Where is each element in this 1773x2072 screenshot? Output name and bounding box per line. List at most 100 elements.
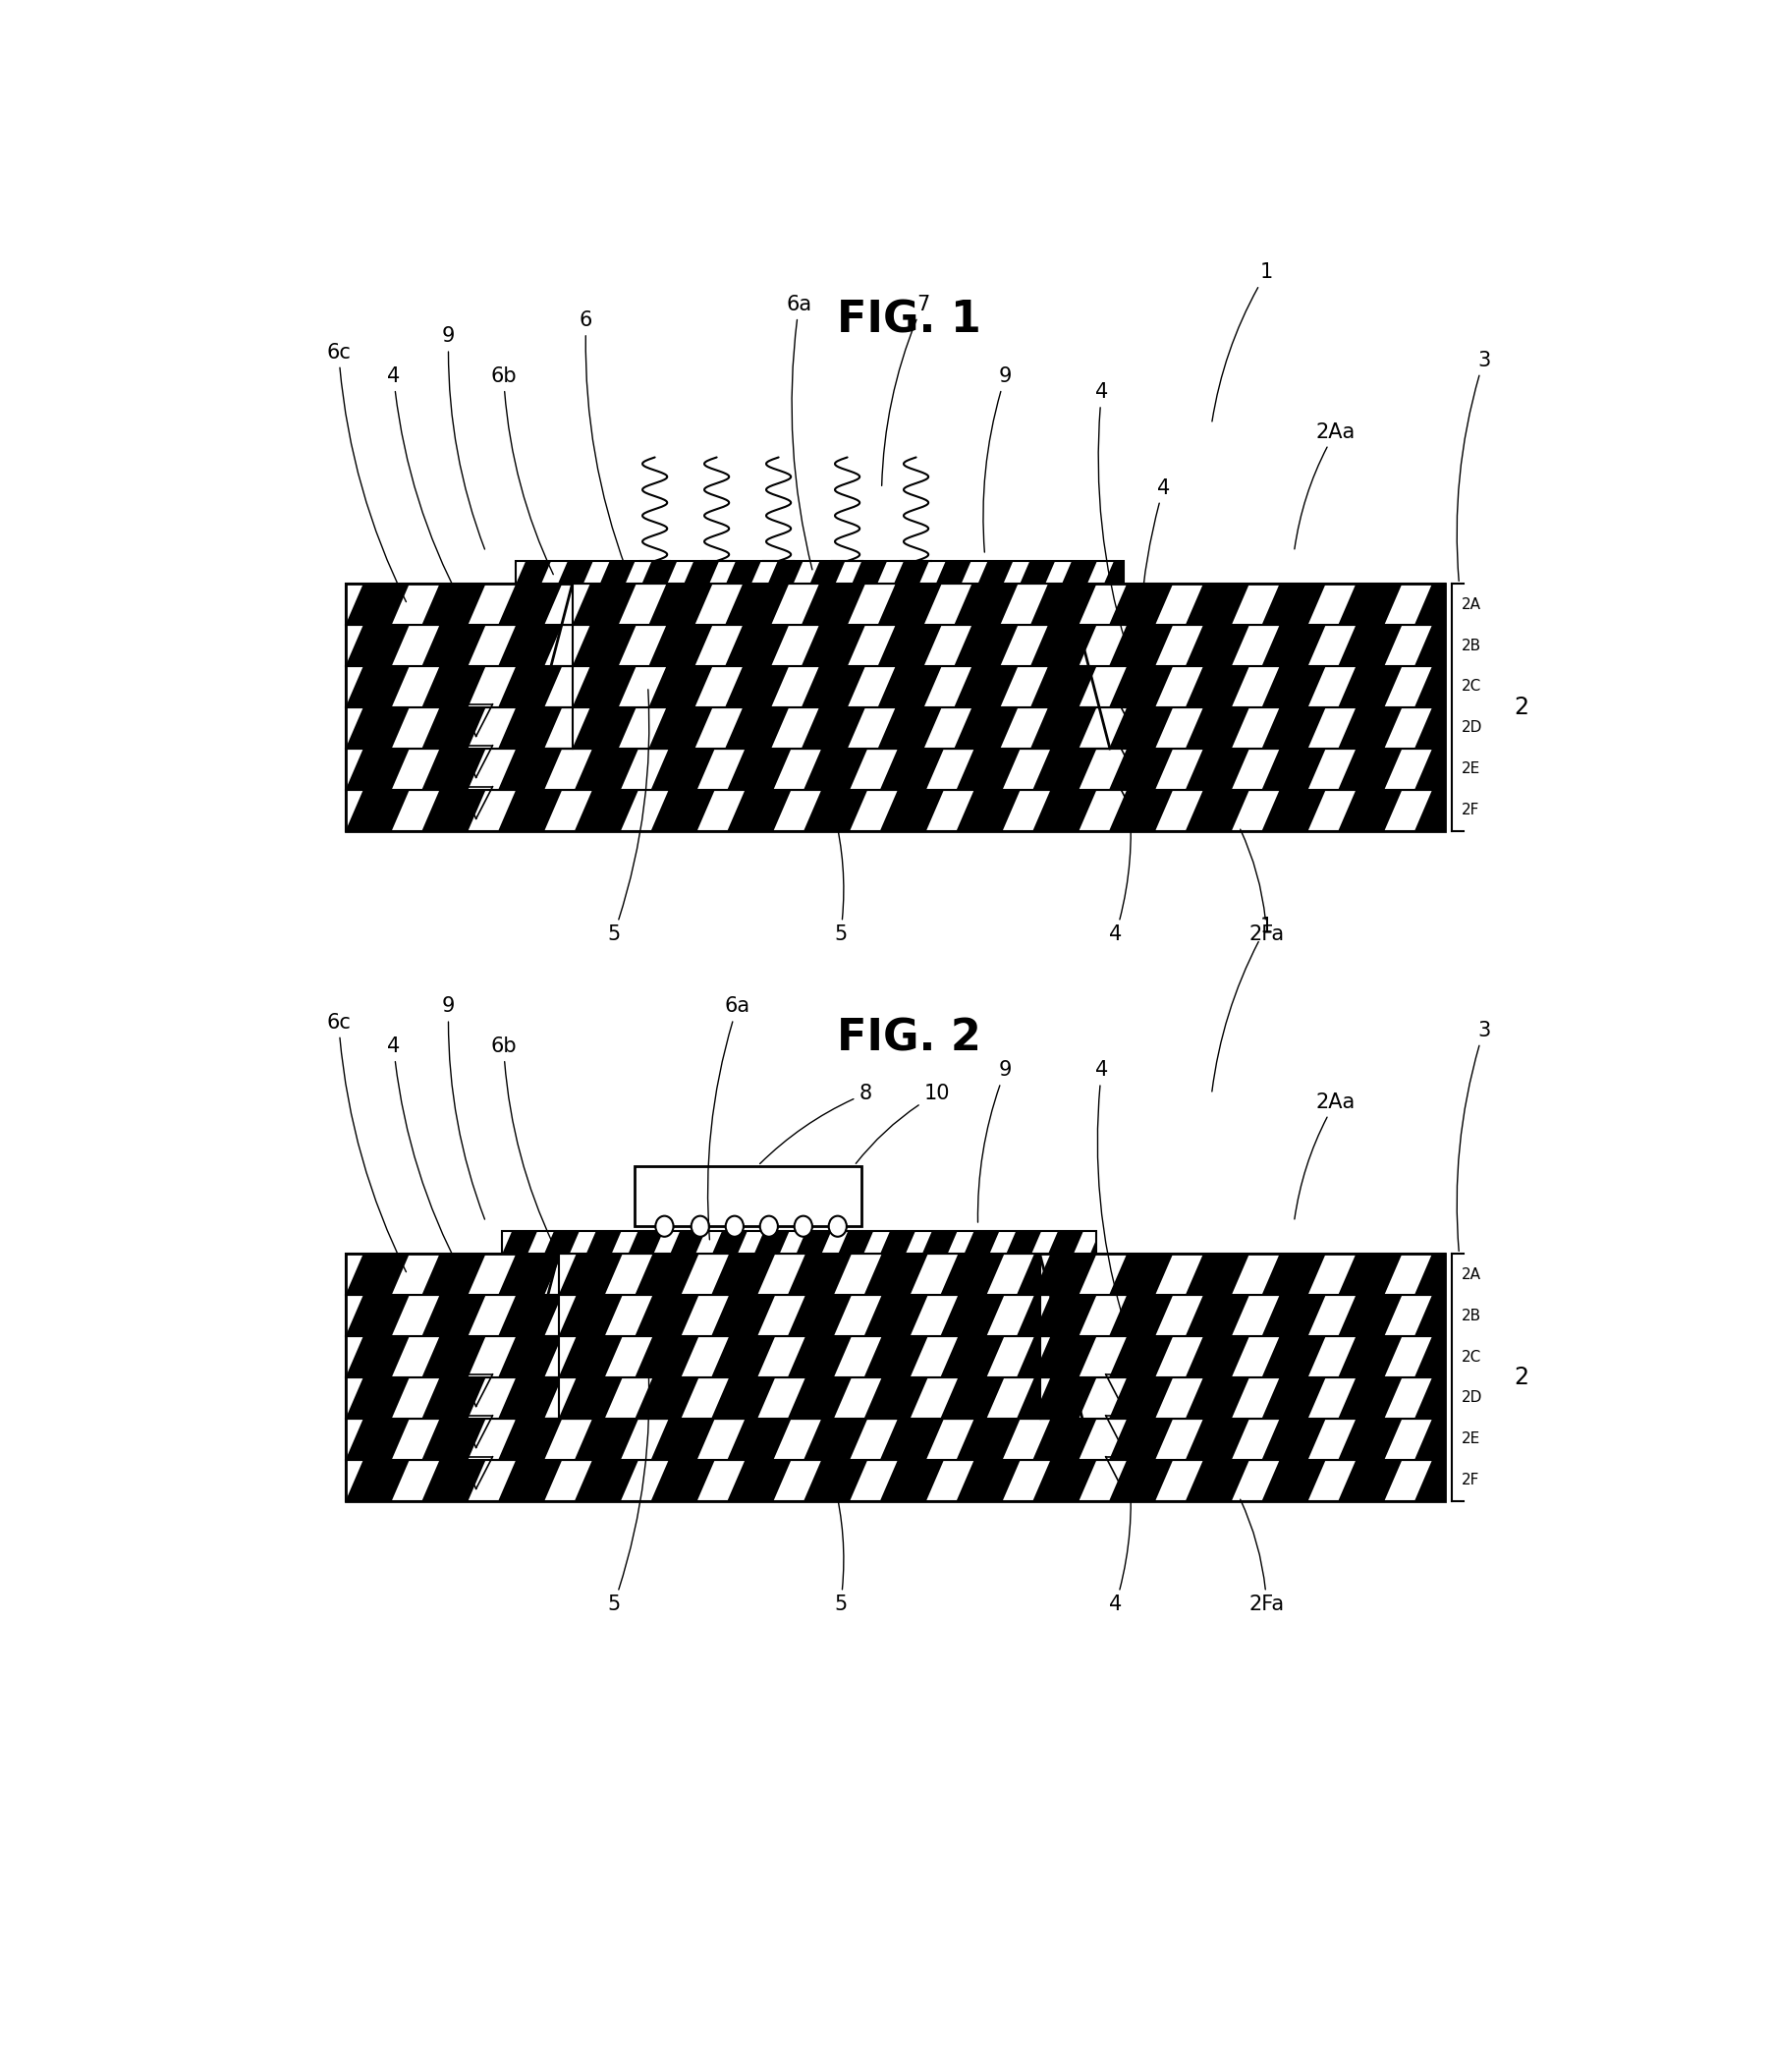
Polygon shape [1337,707,1401,748]
Text: 2C: 2C [1461,1349,1480,1363]
Text: 2D: 2D [1461,721,1482,736]
Polygon shape [498,707,562,748]
Polygon shape [1261,1336,1324,1378]
Polygon shape [628,1231,663,1254]
Polygon shape [1032,789,1096,831]
Text: 2D: 2D [1461,1390,1482,1405]
Bar [516,562,1122,584]
Polygon shape [725,626,789,665]
Text: 2Aa: 2Aa [1294,423,1355,549]
Polygon shape [1005,1231,1041,1254]
Polygon shape [803,1295,867,1336]
Polygon shape [1261,1461,1324,1500]
Polygon shape [879,1254,943,1295]
Text: 9: 9 [982,367,1011,553]
Bar [346,1254,1445,1295]
Polygon shape [1108,1295,1172,1336]
Text: 9: 9 [441,997,484,1218]
Polygon shape [878,626,941,665]
Polygon shape [1103,562,1122,584]
Polygon shape [922,1231,957,1254]
Polygon shape [1413,748,1445,789]
Polygon shape [956,748,1019,789]
Polygon shape [801,665,865,707]
Text: 9: 9 [441,327,484,549]
Polygon shape [346,1295,410,1336]
Polygon shape [1337,1254,1401,1295]
Polygon shape [1337,626,1401,665]
Polygon shape [1184,1378,1248,1419]
Bar [346,584,1445,626]
Bar [346,665,1445,707]
Polygon shape [1337,1419,1401,1461]
Circle shape [691,1216,709,1237]
Text: 9: 9 [977,1061,1011,1222]
Polygon shape [1032,665,1096,707]
Polygon shape [727,1295,791,1336]
Polygon shape [498,584,562,626]
Text: 5: 5 [833,812,846,945]
Polygon shape [498,665,562,707]
Polygon shape [574,626,638,665]
Polygon shape [725,707,789,748]
Text: 6c: 6c [326,342,406,601]
Polygon shape [574,707,638,748]
Polygon shape [346,789,410,831]
Polygon shape [422,789,486,831]
Polygon shape [1032,1378,1096,1419]
Polygon shape [803,748,867,789]
Polygon shape [879,1295,943,1336]
Bar [346,707,1445,748]
Bar [558,1254,1039,1295]
Text: 4: 4 [1108,800,1129,945]
Polygon shape [574,584,638,626]
Polygon shape [727,626,791,665]
Polygon shape [574,748,638,789]
Bar [346,748,1445,789]
Polygon shape [498,1378,562,1419]
Text: 2F: 2F [1461,804,1479,818]
Polygon shape [1016,1378,1039,1419]
Polygon shape [879,665,943,707]
Bar [346,626,1445,665]
Polygon shape [879,626,943,665]
Text: 2B: 2B [1461,1307,1480,1322]
Polygon shape [642,562,677,584]
Text: 4: 4 [1138,479,1170,725]
Polygon shape [1413,789,1445,831]
Polygon shape [1413,707,1445,748]
Polygon shape [954,584,1018,626]
Text: 2E: 2E [1461,1432,1480,1446]
Polygon shape [1108,626,1172,665]
Polygon shape [346,1378,410,1419]
Polygon shape [498,748,562,789]
Polygon shape [1184,748,1248,789]
Polygon shape [1413,1295,1445,1336]
Polygon shape [956,707,1019,748]
Polygon shape [956,1461,1019,1500]
Text: 3: 3 [1456,1021,1489,1251]
Polygon shape [1062,562,1096,584]
Polygon shape [1184,1295,1248,1336]
Polygon shape [936,562,970,584]
Polygon shape [727,1378,791,1419]
Polygon shape [1032,1254,1096,1295]
Polygon shape [787,1378,851,1419]
Text: 6b: 6b [491,367,553,574]
Polygon shape [1032,1336,1096,1378]
Polygon shape [1413,1254,1445,1295]
Polygon shape [498,1419,562,1461]
Polygon shape [878,707,941,748]
Polygon shape [1413,1419,1445,1461]
Bar [573,707,1067,748]
Polygon shape [651,1461,715,1500]
Polygon shape [1048,1231,1083,1254]
Polygon shape [803,665,867,707]
Polygon shape [725,665,789,707]
Bar [346,1254,1445,1500]
Polygon shape [1261,1419,1324,1461]
Polygon shape [651,1295,715,1336]
Polygon shape [422,1378,486,1419]
Polygon shape [1108,1378,1172,1419]
Polygon shape [346,1419,410,1461]
